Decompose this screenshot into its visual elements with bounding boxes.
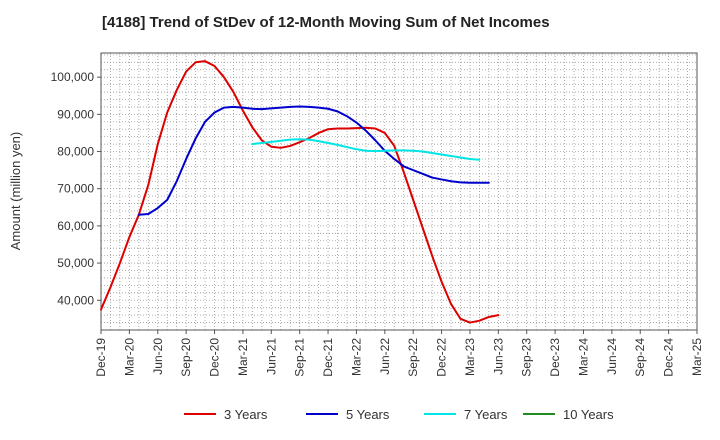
x-tick-label: Sep-20	[179, 338, 193, 377]
series-line-3-years	[100, 60, 500, 324]
x-tick-label: Jun-23	[491, 338, 505, 375]
x-tick-label: Mar-21	[236, 338, 250, 376]
x-tick-label: Mar-22	[349, 338, 363, 376]
grid-lines	[100, 53, 698, 330]
series-line-7-years	[251, 138, 481, 161]
x-tick-label: Dec-20	[208, 338, 222, 377]
y-tick-label: 60,000	[57, 219, 94, 233]
x-tick-label: Mar-20	[122, 338, 136, 376]
x-tick-label: Dec-23	[548, 338, 562, 377]
legend-label: 3 Years	[224, 407, 268, 422]
x-tick-label: Mar-25	[690, 338, 704, 376]
x-tick-label: Sep-22	[406, 338, 420, 377]
y-tick-label: 90,000	[57, 107, 94, 121]
x-tick-label: Sep-24	[633, 338, 647, 377]
y-axis-ticks: 40,000 50,000 60,000 70,000 80,000 90,000 100,…	[51, 70, 101, 307]
plot-area-frame	[100, 52, 698, 331]
x-tick-label: Jun-22	[378, 338, 392, 375]
x-tick-label: Mar-23	[463, 338, 477, 376]
x-axis-ticks: Dec-19 Mar-20 Jun-20 Sep-20 Dec-20 Mar-21 Jun-…	[94, 330, 704, 377]
chart-title: [4188] Trend of StDev of 12-Month Moving…	[102, 14, 550, 31]
series-lines	[100, 60, 500, 324]
x-tick-label: Dec-22	[435, 338, 449, 377]
legend-label: 5 Years	[346, 407, 390, 422]
x-tick-label: Dec-21	[321, 338, 335, 377]
x-tick-label: Sep-23	[520, 338, 534, 377]
x-tick-label: Jun-20	[151, 338, 165, 375]
series-line-5-years	[137, 105, 490, 216]
legend: 3 Years 5 Years 7 Years 10 Years	[184, 407, 614, 422]
y-tick-label: 50,000	[57, 256, 94, 270]
x-tick-label: Dec-24	[662, 338, 676, 377]
y-tick-label: 40,000	[57, 293, 94, 307]
y-axis-label: Amount (million yen)	[8, 132, 23, 251]
y-tick-label: 100,000	[51, 70, 95, 84]
x-tick-label: Dec-19	[94, 338, 108, 377]
legend-label: 10 Years	[563, 407, 614, 422]
legend-label: 7 Years	[464, 407, 508, 422]
y-tick-label: 70,000	[57, 182, 94, 196]
x-tick-label: Sep-21	[293, 338, 307, 377]
y-tick-label: 80,000	[57, 145, 94, 159]
x-tick-label: Mar-24	[576, 338, 590, 376]
x-tick-label: Jun-24	[605, 338, 619, 375]
x-tick-label: Jun-21	[264, 338, 278, 375]
